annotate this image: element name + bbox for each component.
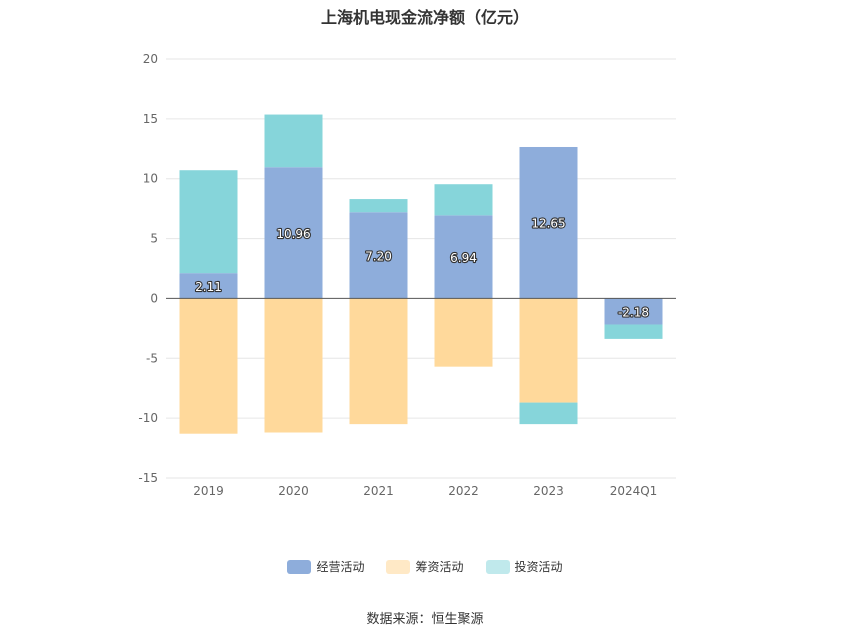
bar-1-2021 [349,298,408,425]
bar-1-2022 [434,298,493,367]
x-tick-label: 2020 [278,484,309,498]
legend-swatch-investing [485,559,510,574]
bar-2-2023 [519,402,578,425]
bar-1-2020 [264,298,323,433]
y-tick-label: -10 [138,411,158,425]
x-axis-ticks: 2019 2020 2021 2022 2023 2024Q1 [193,484,657,498]
bar-0-2019 [179,273,238,299]
bar-1-2023 [519,298,578,403]
legend-label-operating: 经营活动 [316,560,365,574]
x-tick-label: 2019 [193,484,224,498]
data-label: 12.65 [531,217,565,231]
bar-2-2020 [264,114,323,168]
y-tick-label: 15 [143,112,158,126]
y-tick-label: -15 [138,471,158,485]
bar-2-2024Q1 [604,324,663,339]
y-tick-label: 10 [143,172,158,186]
x-tick-label: 2021 [363,484,394,498]
bar-0-2023 [519,146,578,299]
legend-swatch-financing [386,559,411,574]
bar-0-2022 [434,215,493,299]
legend: 经营活动 筹资活动 投资活动 [0,558,850,575]
x-tick-label: 2024Q1 [610,484,658,498]
bar-1-2019 [179,298,238,434]
data-label: 7.20 [365,249,392,263]
legend-swatch-operating [287,559,312,574]
x-tick-label: 2022 [448,484,479,498]
legend-item-financing[interactable]: 筹资活动 [386,558,464,575]
chart-title: 上海机电现金流净额（亿元） [320,8,529,27]
grid-lines [166,58,676,479]
y-tick-label: 5 [150,232,158,246]
bar-0-2021 [349,212,408,299]
bar-0-2024Q1 [604,298,663,325]
y-axis-ticks: -15 -10 -5 0 5 10 15 20 [138,52,158,485]
y-tick-label: 0 [150,291,158,305]
bars [179,114,663,434]
bar-2-2022 [434,184,493,216]
bar-2-2021 [349,199,408,213]
data-label: -2.18 [618,305,649,319]
y-tick-label: 20 [143,52,158,66]
data-label: 2.11 [195,280,222,294]
legend-item-investing[interactable]: 投资活动 [485,558,563,575]
x-tick-label: 2023 [533,484,564,498]
bar-2-2019 [179,170,238,274]
data-label: 6.94 [450,251,477,265]
data-source: 数据来源：恒生聚源 [366,612,484,627]
legend-label-investing: 投资活动 [514,560,563,574]
data-label: 10.96 [276,227,310,241]
legend-label-financing: 筹资活动 [415,560,464,574]
legend-item-operating[interactable]: 经营活动 [287,558,364,575]
y-tick-label: -5 [146,351,158,365]
data-labels: 2.11 10.96 7.20 6.94 12.65 -2.18 [194,216,650,321]
bar-0-2020 [264,167,323,299]
